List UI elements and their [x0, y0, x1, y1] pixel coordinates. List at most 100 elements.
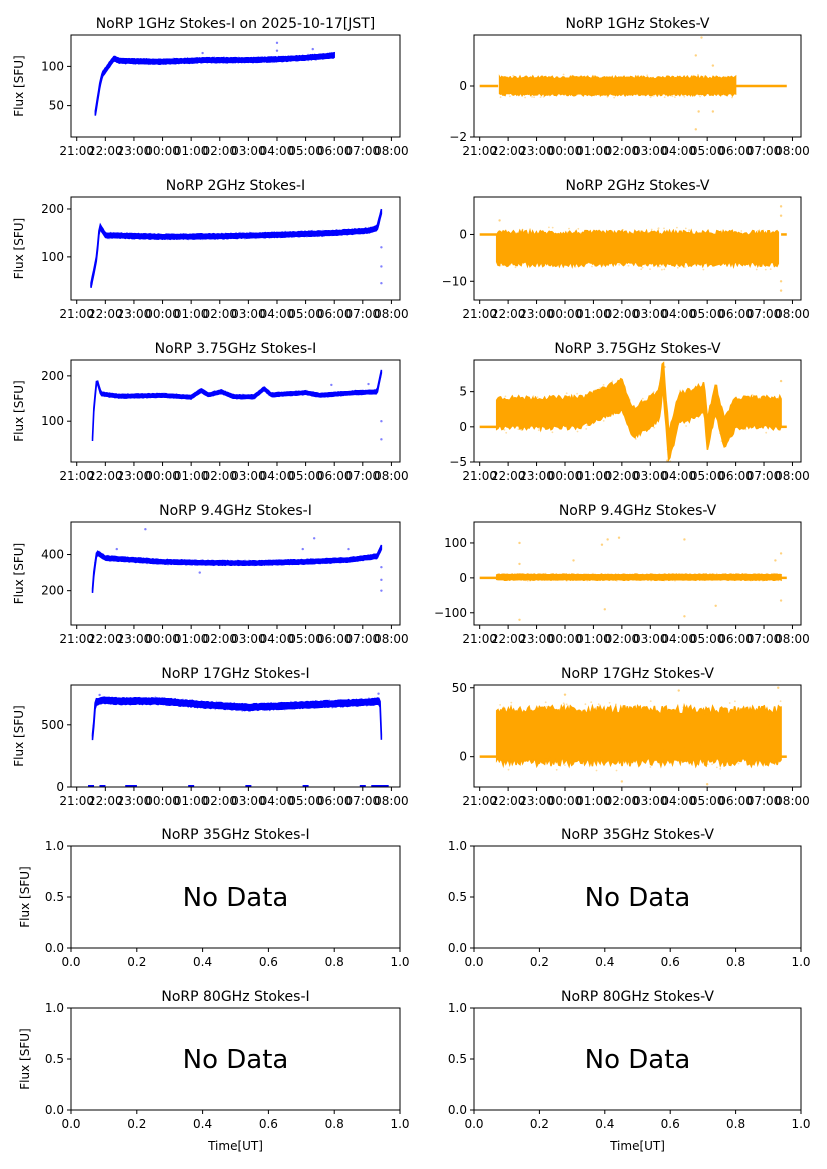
data-point: [155, 58, 158, 61]
data-point: [302, 701, 305, 704]
data-point: [603, 574, 606, 577]
data-point: [179, 394, 182, 397]
data-point: [593, 577, 596, 580]
outlier-point: [115, 547, 118, 551]
data-point: [134, 395, 137, 398]
data-point: [224, 61, 227, 63]
data-point: [764, 268, 767, 271]
data-point: [720, 714, 722, 717]
data-point: [168, 699, 171, 702]
data-point: [670, 574, 673, 577]
data-point: [498, 413, 501, 416]
data-point: [721, 92, 724, 95]
data-point: [248, 231, 251, 234]
data-point: [129, 393, 132, 396]
data-point: [102, 554, 105, 557]
data-point: [182, 703, 185, 706]
data-point: [196, 705, 199, 708]
data-point: [661, 577, 664, 580]
data-point: [536, 86, 539, 88]
data-point: [121, 58, 123, 60]
data-point: [611, 248, 613, 250]
y-tick-label: 50: [49, 99, 64, 113]
data-point: [316, 235, 319, 238]
data-point: [339, 704, 342, 707]
x-tick-label: 08:00: [775, 144, 810, 158]
x-tick-label: 04:00: [260, 144, 295, 158]
data-point: [622, 573, 624, 576]
data-point: [128, 58, 131, 60]
data-point: [308, 54, 311, 57]
data-point: [564, 764, 566, 766]
data-point: [517, 92, 520, 95]
x-tick-label: 03:00: [231, 632, 266, 646]
data-point: [187, 705, 190, 708]
data-point: [643, 724, 645, 727]
data-point: [207, 393, 210, 396]
x-tick-label: 02:00: [202, 632, 237, 646]
data-point: [679, 389, 681, 392]
data-point: [724, 88, 727, 91]
data-point: [282, 394, 284, 397]
data-point: [310, 561, 313, 563]
data-point: [530, 80, 532, 83]
data-point: [379, 376, 382, 379]
data-point: [258, 561, 261, 563]
data-point: [277, 704, 280, 706]
y-axis-label: Flux [SFU]: [12, 218, 26, 279]
data-point: [593, 407, 596, 410]
data-point: [501, 250, 504, 253]
data-point: [606, 95, 609, 98]
data-point: [245, 57, 248, 59]
data-point: [596, 577, 599, 579]
data-point: [668, 77, 671, 80]
data-point: [619, 80, 622, 82]
data-point: [505, 577, 508, 580]
data-point: [256, 57, 258, 59]
axes-frame: [473, 521, 802, 626]
data-point: [351, 703, 353, 705]
data-point: [318, 233, 320, 236]
x-tick-label: 08:00: [775, 469, 810, 483]
data-point: [693, 75, 696, 78]
data-point: [162, 698, 165, 701]
data-point: [684, 227, 687, 230]
data-point: [328, 699, 331, 702]
data-point: [98, 550, 101, 553]
data-point: [105, 697, 108, 700]
y-tick-label: 200: [41, 584, 64, 598]
data-point: [98, 389, 101, 392]
data-point: [302, 232, 304, 235]
data-point: [319, 230, 321, 233]
no-data-label: No Data: [183, 883, 289, 913]
data-point: [248, 559, 250, 562]
data-point: [366, 391, 369, 394]
data-point: [644, 747, 647, 750]
data-point: [518, 407, 521, 410]
data-point: [659, 735, 662, 738]
data-point: [358, 702, 360, 705]
x-tick-label: 07:00: [747, 469, 782, 483]
data-point: [271, 57, 274, 60]
data-point: [589, 236, 592, 239]
data-point: [293, 561, 296, 564]
data-point: [330, 229, 332, 232]
x-tick-label: 23:00: [117, 144, 152, 158]
data-point: [614, 715, 617, 718]
data-point: [525, 82, 527, 85]
data-point: [311, 229, 314, 232]
data-point: [625, 760, 628, 763]
data-point: [215, 700, 218, 703]
data-point: [285, 232, 288, 235]
data-point: [761, 256, 763, 259]
data-point: [499, 96, 502, 99]
data-point: [603, 248, 606, 251]
data-point: [119, 59, 121, 62]
data-point: [619, 258, 622, 260]
data-point: [602, 420, 605, 422]
data-point: [363, 557, 366, 560]
data-point: [684, 576, 686, 579]
data-point: [107, 237, 109, 240]
outlier-point: [620, 780, 624, 783]
data-point: [332, 559, 335, 562]
